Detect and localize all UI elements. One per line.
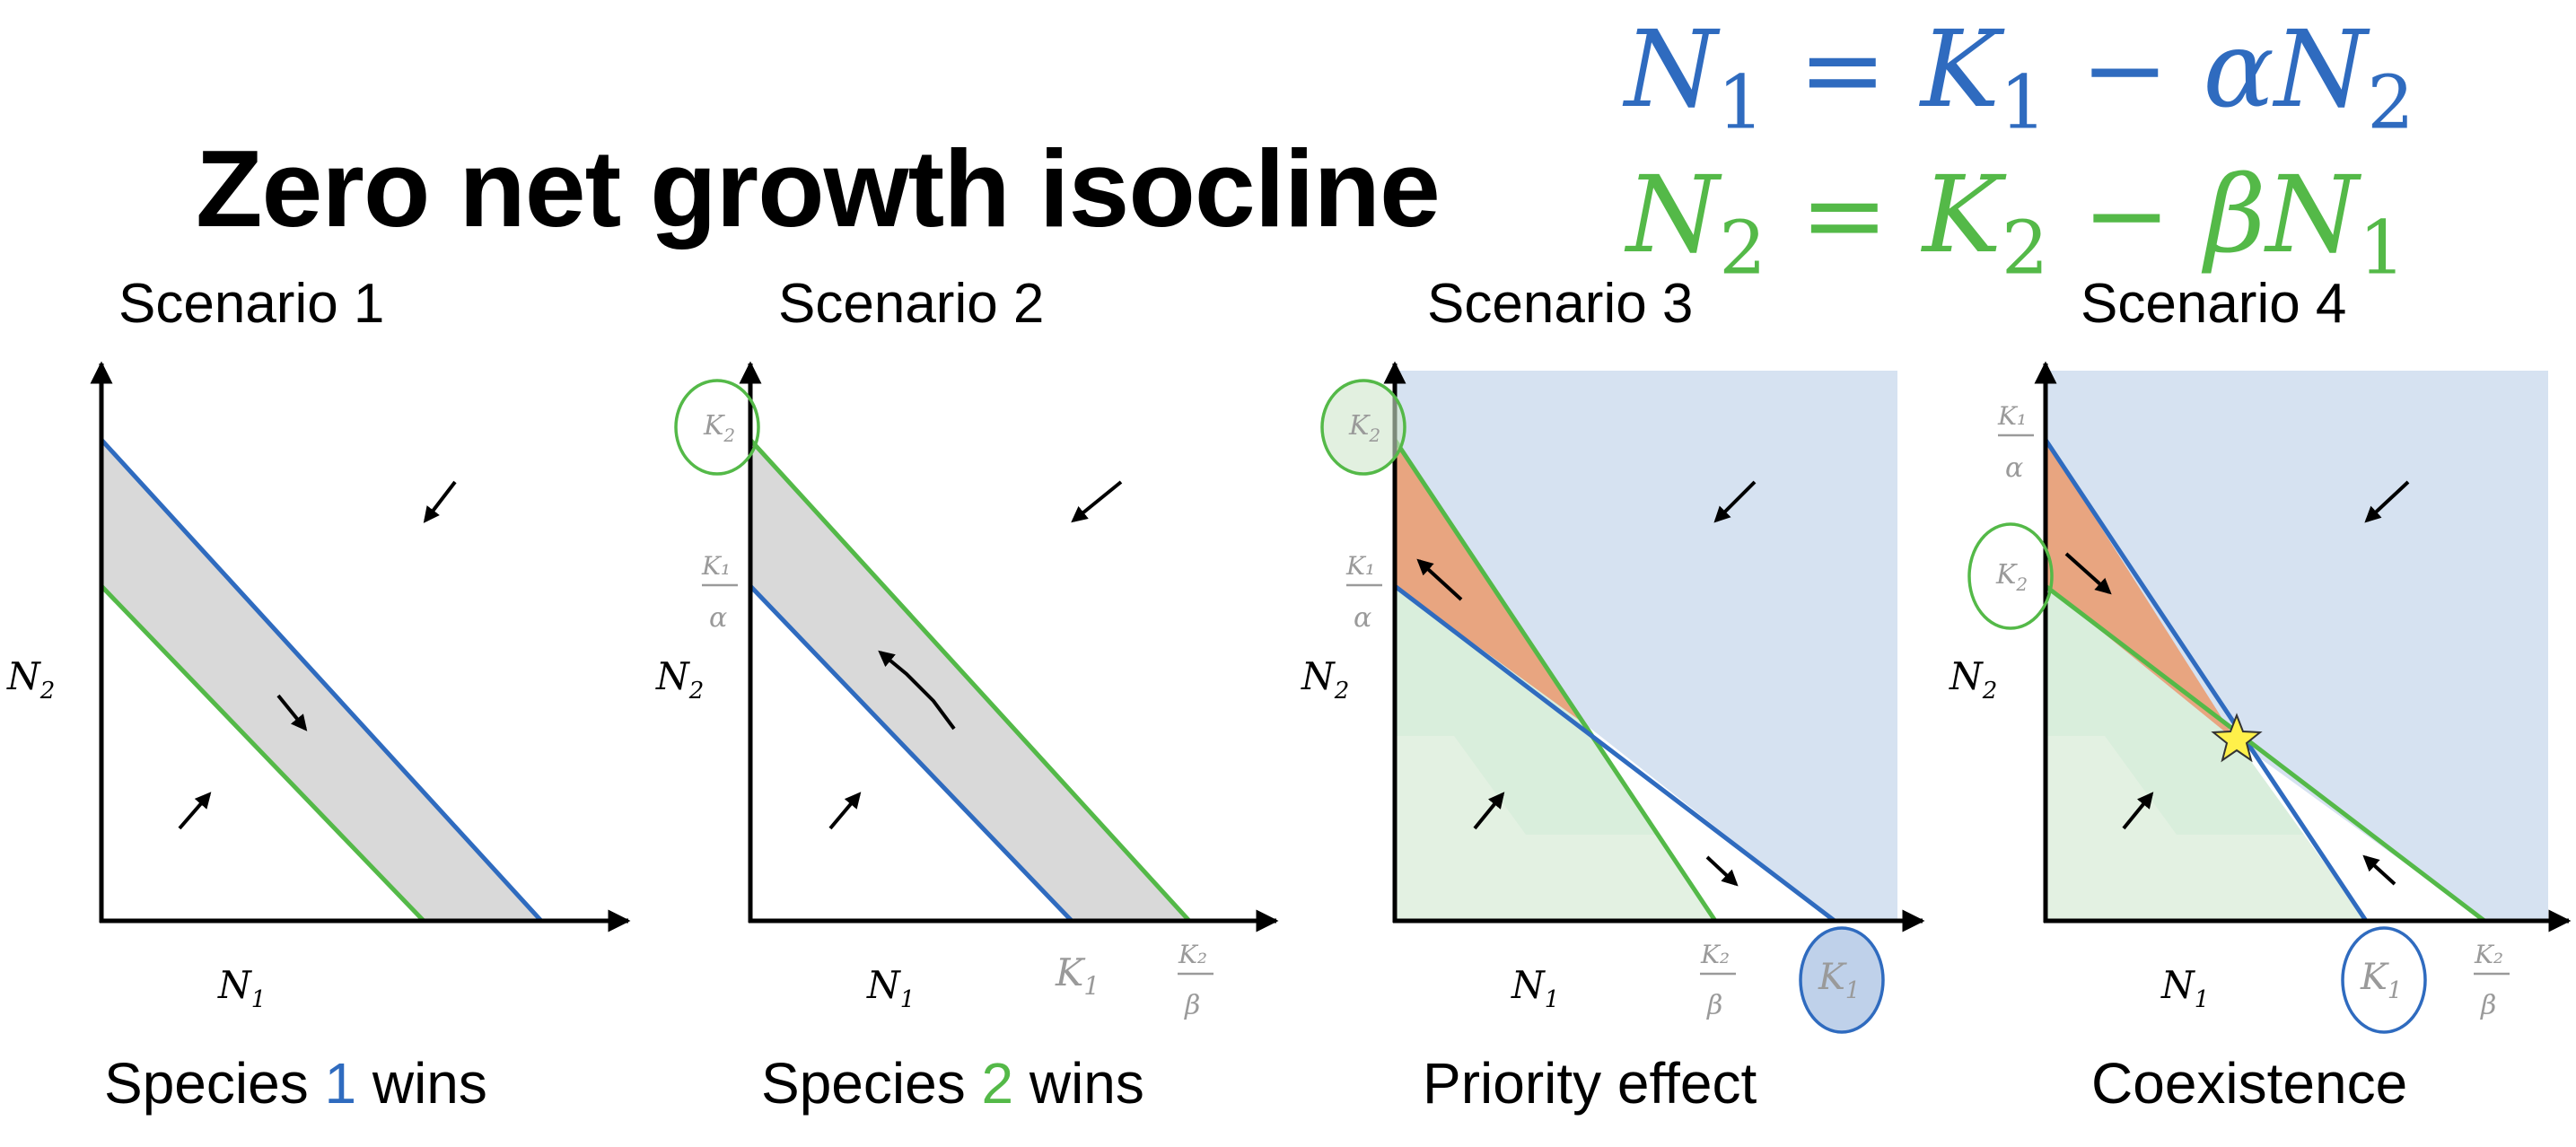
direction-arrow: [1071, 480, 1123, 523]
direction-arrow: [2362, 854, 2396, 886]
y-axis-label: N2: [6, 654, 55, 705]
scenario-1-title: Scenario 1: [118, 273, 385, 335]
k1-over-alpha-denominator: α: [709, 602, 727, 634]
k1-tick-label: K1: [1818, 957, 1860, 1004]
k2-tick-label: K2: [1995, 559, 2028, 595]
direction-arrow: [878, 650, 956, 731]
scenario-2-outcome: Species 2 wins: [761, 1051, 1144, 1116]
k2-highlight-circle: [1320, 379, 1406, 476]
equation-species-1: N1 = K1 − αN2: [1625, 7, 2414, 146]
scenario-3-outcome: Priority effect: [1423, 1051, 1757, 1116]
k2-over-beta-denominator: β: [2480, 990, 2496, 1021]
direction-arrow: [178, 792, 212, 830]
k2-over-beta-denominator: β: [1706, 990, 1722, 1021]
k1-over-alpha-denominator: α: [2005, 452, 2023, 484]
scenario-3-plot: K2 K₁ α K₂ β K1 N2 N1: [1301, 361, 1925, 1034]
k1-tick-label: K1: [1055, 950, 1100, 1001]
k1-tick-label: K1: [2360, 957, 2402, 1004]
y-axis-label: N2: [1301, 654, 1349, 705]
blue-isocline: [100, 438, 543, 923]
direction-arrow: [828, 792, 862, 830]
green-isocline: [1392, 438, 1718, 923]
scenario-1-plot: N2 N1: [6, 361, 631, 1013]
scenario-3-title: Scenario 3: [1427, 273, 1694, 335]
k2-highlight-circle: [1967, 522, 2054, 630]
k1-over-alpha-numerator: K₁: [701, 551, 731, 581]
direction-arrow: [2122, 792, 2154, 830]
green-isocline: [100, 584, 425, 923]
k1-over-alpha-numerator: K₁: [1997, 401, 2027, 431]
k1-highlight-circle: [2341, 926, 2427, 1034]
green-isocline: [749, 438, 1191, 923]
blue-isocline: [749, 584, 1073, 923]
direction-arrow: [1713, 480, 1757, 523]
k2-over-beta-denominator: β: [1184, 990, 1200, 1021]
k2-highlight-circle: [674, 379, 760, 476]
scenario-2-title: Scenario 2: [778, 273, 1045, 335]
scenario-2-plot: K2 K₁ α K1 K₂ β N2 N1: [655, 361, 1279, 1021]
k2-over-beta-numerator: K₂: [2474, 940, 2503, 969]
x-axis-label: N1: [217, 963, 266, 1013]
y-axis-label: N2: [1949, 654, 1997, 705]
k1-highlight-circle: [1799, 926, 1885, 1034]
blue-isocline: [1393, 584, 1836, 923]
light-green-region: [1395, 736, 1715, 921]
direction-arrow: [1416, 558, 1463, 601]
k2-over-beta-numerator: K₂: [1700, 940, 1730, 969]
y-axis-label: N2: [655, 654, 704, 705]
k1-over-alpha-numerator: K₁: [1345, 551, 1375, 581]
direction-arrow: [1473, 792, 1505, 830]
scenario-4-outcome: Coexistence: [2091, 1051, 2408, 1116]
scenario-4-plot: K₁ α K2 K1 K₂ β N2 N1: [1949, 361, 2572, 1034]
x-axis-label: N1: [1511, 963, 1559, 1013]
equilibrium-star-icon: [2211, 713, 2263, 763]
k1-over-alpha-denominator: α: [1354, 602, 1371, 634]
equation-species-2: N2 = K2 − βN1: [1626, 153, 2406, 292]
scenario-4-title: Scenario 4: [2081, 273, 2347, 335]
direction-arrow: [423, 480, 457, 523]
scenario-1-outcome: Species 1 wins: [104, 1051, 487, 1116]
x-axis-label: N1: [866, 963, 915, 1013]
direction-arrow: [2364, 480, 2410, 523]
k2-tick-label: K2: [1348, 410, 1380, 446]
direction-arrow: [276, 694, 308, 731]
page-title: Zero net growth isocline: [196, 127, 1441, 250]
green-isocline: [2044, 584, 2486, 923]
light-green-region: [2046, 736, 2366, 921]
k2-over-beta-numerator: K₂: [1178, 940, 1207, 969]
blue-isocline: [2043, 438, 2369, 923]
direction-arrow: [1705, 855, 1739, 887]
x-axis-label: N1: [2160, 963, 2209, 1013]
direction-arrow: [2064, 552, 2112, 595]
k2-tick-label: K2: [703, 410, 735, 446]
